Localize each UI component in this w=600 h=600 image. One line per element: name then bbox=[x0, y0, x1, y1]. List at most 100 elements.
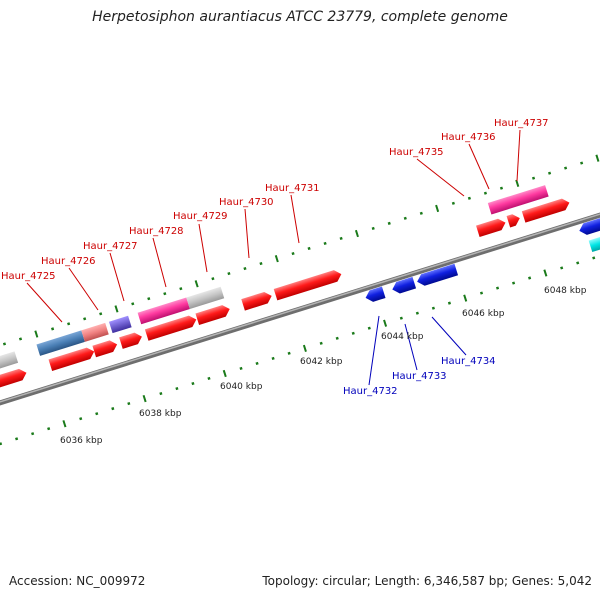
genome-summary: Topology: circular; Length: 6,346,587 bp… bbox=[262, 574, 592, 588]
tick-minor bbox=[211, 277, 215, 281]
gene-arrow[interactable] bbox=[0, 367, 28, 392]
gene-label[interactable]: Haur_4737 bbox=[494, 118, 549, 129]
tick-minor bbox=[319, 341, 323, 345]
tick-minor bbox=[179, 287, 183, 291]
label-leader-line bbox=[152, 237, 167, 288]
label-leader-line bbox=[68, 267, 99, 311]
gene-arrow[interactable] bbox=[273, 268, 343, 301]
gene-arrow[interactable] bbox=[144, 314, 198, 341]
tick-minor bbox=[592, 256, 596, 260]
tick-minor bbox=[131, 302, 135, 306]
gene-arrow-reverse[interactable] bbox=[578, 218, 600, 237]
page-title: Herpetosiphon aurantiacus ATCC 23779, co… bbox=[92, 9, 508, 25]
tick-minor bbox=[371, 226, 375, 230]
tick-minor bbox=[79, 417, 83, 421]
tick-minor bbox=[83, 317, 87, 321]
feature-violet[interactable] bbox=[108, 315, 132, 334]
tick-minor bbox=[207, 376, 211, 381]
gene-label[interactable]: Haur_4735 bbox=[389, 147, 444, 158]
gene-arrow[interactable] bbox=[521, 197, 571, 223]
feature-pink[interactable] bbox=[137, 297, 190, 325]
tick-minor bbox=[531, 176, 536, 180]
tick-minor bbox=[0, 442, 3, 446]
label-leader-line bbox=[468, 143, 490, 190]
tick-minor bbox=[479, 291, 484, 295]
tick-major bbox=[222, 369, 227, 378]
gene-label[interactable]: Haur_4732 bbox=[343, 386, 398, 397]
scale-label: 6042 kbp bbox=[300, 357, 343, 367]
tick-minor bbox=[99, 312, 103, 316]
gene-arrow-reverse[interactable] bbox=[391, 276, 417, 295]
tick-major bbox=[302, 344, 307, 353]
gene-arrow-reverse[interactable] bbox=[364, 286, 386, 303]
genome-backbone bbox=[0, 212, 600, 406]
gene-arrow[interactable] bbox=[48, 346, 96, 371]
gene-arrow[interactable] bbox=[195, 303, 231, 325]
gene-label[interactable]: Haur_4730 bbox=[219, 197, 274, 208]
tick-minor bbox=[47, 427, 51, 431]
tick-row-upper bbox=[2, 154, 600, 346]
gene-label[interactable]: Haur_4731 bbox=[265, 183, 320, 194]
tick-major bbox=[463, 294, 468, 302]
gene-arrow[interactable] bbox=[241, 290, 273, 311]
tick-minor bbox=[227, 272, 231, 276]
scale-label: 6036 kbp bbox=[60, 436, 103, 446]
gene-arrow[interactable] bbox=[476, 217, 507, 238]
feature-gray[interactable] bbox=[0, 351, 19, 376]
feature-cyan[interactable] bbox=[588, 233, 600, 253]
label-leaders bbox=[26, 129, 521, 386]
scale-labels: 6036 kbp 6038 kbp 6040 kbp 6042 kbp 6044… bbox=[60, 286, 587, 446]
gene-arrow[interactable] bbox=[506, 212, 522, 228]
tick-major bbox=[142, 394, 147, 403]
gene-label[interactable]: Haur_4727 bbox=[83, 241, 138, 252]
tick-major bbox=[383, 319, 388, 327]
tick-minor bbox=[323, 241, 327, 246]
label-leader-line bbox=[198, 223, 208, 273]
gene-label[interactable]: Haur_4728 bbox=[129, 226, 184, 237]
gene-arrow[interactable] bbox=[92, 339, 118, 358]
tick-minor bbox=[307, 246, 311, 251]
tick-minor bbox=[419, 211, 423, 215]
feature-pink[interactable] bbox=[487, 185, 549, 215]
tick-minor bbox=[243, 267, 247, 271]
gene-arrow[interactable] bbox=[119, 331, 144, 349]
gene-labels-reverse: Haur_4732 Haur_4733 Haur_4734 bbox=[343, 356, 496, 397]
gene-label[interactable]: Haur_4733 bbox=[392, 371, 447, 382]
tick-minor bbox=[415, 311, 419, 315]
gene-label[interactable]: Haur_4725 bbox=[1, 271, 56, 282]
tick-minor bbox=[399, 316, 403, 320]
gene-label[interactable]: Haur_4726 bbox=[41, 256, 96, 267]
feature-steelblue[interactable] bbox=[36, 330, 85, 356]
tick-minor bbox=[367, 326, 371, 330]
gene-label[interactable]: Haur_4734 bbox=[441, 356, 496, 367]
gene-label[interactable]: Haur_4729 bbox=[173, 211, 228, 222]
tick-minor bbox=[18, 337, 23, 341]
gene-label[interactable]: Haur_4736 bbox=[441, 132, 496, 143]
tick-major bbox=[114, 305, 119, 313]
tick-major bbox=[274, 255, 279, 263]
tick-minor bbox=[191, 381, 195, 386]
feature-gray[interactable] bbox=[186, 286, 225, 309]
label-leader-line bbox=[26, 282, 63, 323]
scale-label: 6040 kbp bbox=[220, 382, 263, 392]
tick-minor bbox=[576, 261, 580, 265]
label-leader-line bbox=[516, 129, 521, 182]
tick-major bbox=[595, 154, 600, 162]
label-leader-line bbox=[368, 315, 380, 386]
tick-minor bbox=[259, 262, 263, 266]
tick-major bbox=[194, 280, 199, 288]
tick-minor bbox=[95, 412, 99, 416]
tick-minor bbox=[528, 276, 532, 280]
tick-minor bbox=[239, 366, 243, 370]
gene-arrow-reverse[interactable] bbox=[415, 263, 459, 288]
tick-minor bbox=[467, 196, 471, 200]
tick-minor bbox=[291, 251, 295, 256]
label-leader-line bbox=[404, 323, 418, 371]
feature-salmon[interactable] bbox=[81, 322, 109, 342]
tick-minor bbox=[159, 391, 163, 396]
tick-minor bbox=[560, 266, 564, 270]
tick-minor bbox=[255, 361, 259, 365]
tick-minor bbox=[495, 286, 500, 290]
tick-minor bbox=[547, 171, 552, 175]
